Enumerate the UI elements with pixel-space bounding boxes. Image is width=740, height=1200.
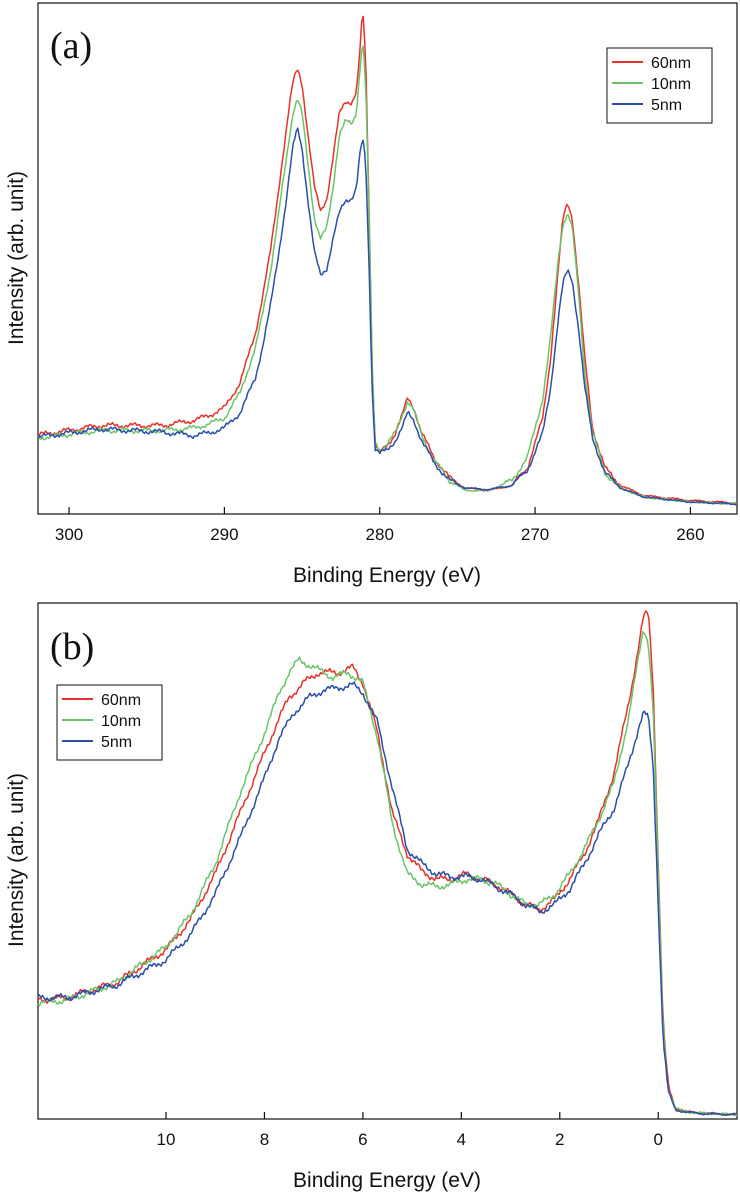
- legend-label-60nm: 60nm: [651, 55, 691, 72]
- x-ticks: 300 290 280 270 260: [55, 507, 705, 544]
- legend-label-10nm: 10nm: [651, 76, 691, 93]
- legend: 60nm 10nm 5nm: [56, 684, 163, 761]
- plot-frame: [37, 2, 738, 515]
- x-ticks: 10 8 6 4 2 0: [157, 1112, 663, 1149]
- y-axis-title: Intensity (arb. unit): [5, 773, 28, 947]
- x-tick-label: 0: [654, 1130, 663, 1149]
- y-axis-title: Intensity (arb. unit): [5, 171, 28, 345]
- series-lines: [37, 610, 738, 1117]
- legend-label-10nm: 10nm: [101, 713, 141, 730]
- plot-frame: [37, 602, 738, 1120]
- x-tick-label: 300: [55, 525, 83, 544]
- x-tick-label: 280: [366, 525, 394, 544]
- x-axis-title: Binding Energy (eV): [293, 564, 481, 587]
- series-lines: [37, 15, 738, 506]
- legend-box: [606, 47, 713, 124]
- x-tick-label: 8: [260, 1130, 269, 1149]
- legend-label-5nm: 5nm: [101, 734, 132, 751]
- legend-label-60nm: 60nm: [101, 692, 141, 709]
- panel-b: (b) 10 8 6 4 2 0 Binding Energy (eV) Intensit…: [5, 602, 738, 1192]
- x-tick-label: 10: [157, 1130, 176, 1149]
- x-tick-label: 290: [210, 525, 238, 544]
- x-tick-label: 2: [555, 1130, 564, 1149]
- series-line-5nm: [37, 127, 738, 506]
- x-tick-label: 4: [457, 1130, 466, 1149]
- legend-label-5nm: 5nm: [651, 97, 682, 114]
- series-line-5nm: [37, 681, 738, 1117]
- x-axis-title: Binding Energy (eV): [293, 1169, 481, 1192]
- series-line-10nm: [37, 631, 738, 1117]
- panel-label: (a): [50, 25, 92, 67]
- series-line-60nm: [37, 610, 738, 1116]
- panel-a: (a) 300 290 280 270 260 Binding Energy (eV) …: [5, 2, 738, 587]
- x-tick-label: 260: [676, 525, 704, 544]
- x-tick-label: 6: [358, 1130, 367, 1149]
- legend-box: [56, 684, 163, 761]
- panel-label: (b): [50, 626, 94, 668]
- x-tick-label: 270: [521, 525, 549, 544]
- legend: 60nm 10nm 5nm: [606, 47, 713, 124]
